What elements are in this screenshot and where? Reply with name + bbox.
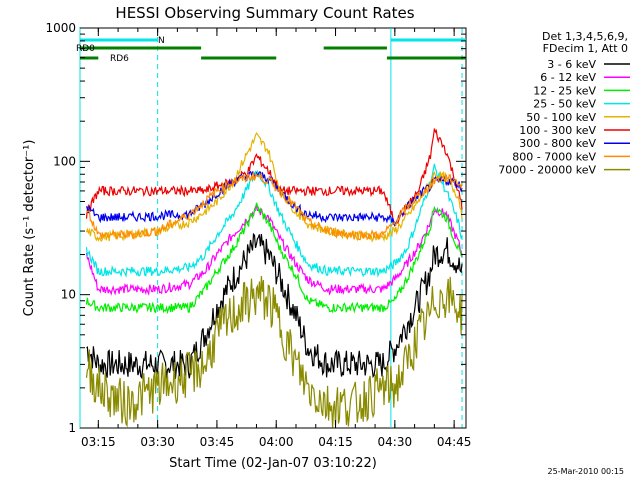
y-axis-label: Count Rate (s⁻¹ detector⁻¹) — [22, 140, 37, 317]
series-line-3 — [85, 163, 463, 278]
legend-label-5: 100 - 300 keV — [519, 124, 596, 137]
legend-label-0: 3 - 6 keV — [547, 58, 596, 71]
legend-label-2: 12 - 25 keV — [533, 84, 596, 97]
flag-label-n: N — [158, 36, 165, 46]
series-layer — [85, 128, 463, 428]
axes: 03:15 03:30 03:45 04:00 04:15 04:30 04:45 1 10 10… — [45, 21, 471, 449]
legend-label-6: 300 - 800 keV — [519, 137, 596, 150]
legend-header-line-2: FDecim 1, Att 0 — [543, 42, 628, 55]
series-line-1 — [85, 202, 463, 297]
x-tick-label-1: 03:30 — [140, 435, 175, 449]
x-tick-label-2: 03:45 — [200, 435, 235, 449]
x-tick-label-0: 03:15 — [81, 435, 116, 449]
flag-label-rd0: RD0 — [76, 44, 95, 54]
series-line-7 — [86, 172, 463, 241]
flag-label-rd6: RD6 — [110, 54, 129, 64]
series-line-2 — [85, 202, 463, 315]
y-tick-label-0: 1 — [68, 421, 76, 435]
series-line-5 — [85, 128, 463, 227]
legend-label-8: 7000 - 20000 keV — [498, 164, 596, 177]
x-tick-label-6: 04:45 — [437, 435, 472, 449]
flag-bars: N RD0 RD6 — [76, 36, 466, 64]
legend: Det 1,3,4,5,6,9, FDecim 1, Att 0 3 - 6 k… — [498, 30, 630, 177]
x-tick-label-4: 04:15 — [318, 435, 353, 449]
x-axis-label: Start Time (02-Jan-07 03:10:22) — [169, 456, 377, 471]
legend-label-7: 800 - 7000 keV — [512, 150, 596, 163]
x-tick-label-5: 04:30 — [378, 435, 413, 449]
legend-label-3: 25 - 50 keV — [533, 98, 596, 111]
legend-header-line-1: Det 1,3,4,5,6,9, — [542, 30, 628, 43]
legend-label-1: 6 - 12 keV — [540, 71, 596, 84]
y-tick-label-3: 1000 — [45, 21, 76, 35]
series-line-8 — [85, 276, 463, 428]
legend-label-4: 50 - 100 keV — [526, 111, 596, 124]
series-line-0 — [86, 232, 463, 380]
y-tick-label-2: 100 — [53, 154, 76, 168]
render-timestamp: 25-Mar-2010 00:15 — [548, 467, 625, 476]
plot-area: N RD0 RD6 03:15 03:30 03:45 04:00 04:15 04:30 04… — [45, 21, 471, 449]
boundary-lines — [79, 28, 463, 428]
x-tick-label-3: 04:00 — [259, 435, 294, 449]
y-tick-label-1: 10 — [61, 288, 76, 302]
chart-title: HESSI Observing Summary Count Rates — [115, 4, 414, 22]
